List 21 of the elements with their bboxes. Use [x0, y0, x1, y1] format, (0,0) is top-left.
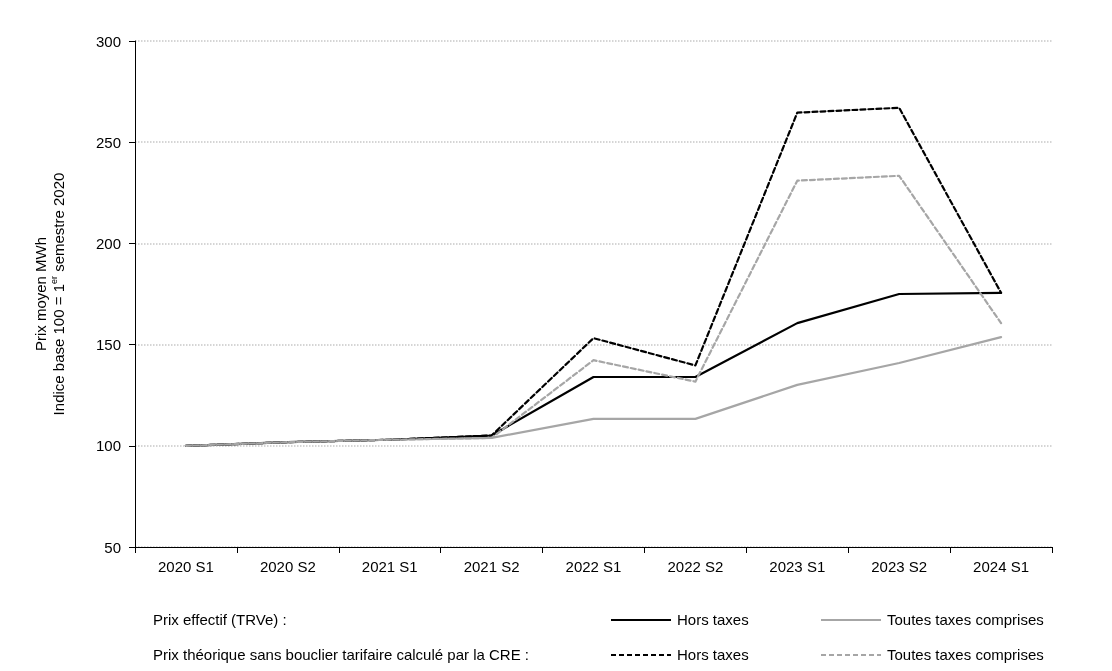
x-tick-label: 2022 S1: [565, 558, 622, 575]
x-tick-label: 2024 S1: [973, 558, 1029, 575]
y-tick-label: 100: [95, 437, 121, 455]
y-tick-label: 250: [95, 133, 121, 151]
x-tick-label: 2020 S2: [259, 558, 316, 575]
y-tick-label: 300: [95, 32, 121, 50]
x-tick-label: 2023 S1: [769, 558, 826, 575]
y-tick-label: 200: [95, 234, 121, 252]
x-tick-label: 2021 S2: [463, 558, 520, 575]
x-tick-label: 2023 S2: [871, 558, 928, 575]
x-tick-label: 2020 S1: [158, 558, 214, 575]
y-tick-label: 150: [95, 336, 121, 354]
x-tick-label: 2021 S1: [361, 558, 418, 575]
y-tick-label: 50: [104, 538, 121, 556]
x-tick-label: 2022 S2: [667, 558, 724, 575]
text: Prix effectif (TRVe) :: [153, 611, 287, 628]
legend-label: Toutes taxes comprises: [887, 646, 1044, 663]
legend-label: Hors taxes: [677, 611, 749, 628]
text: Prix théorique sans bouclier tarifaire calculé par la CRE :: [153, 646, 530, 663]
legend-label: Hors taxes: [677, 646, 749, 663]
legend-label: Toutes taxes comprises: [887, 611, 1044, 628]
